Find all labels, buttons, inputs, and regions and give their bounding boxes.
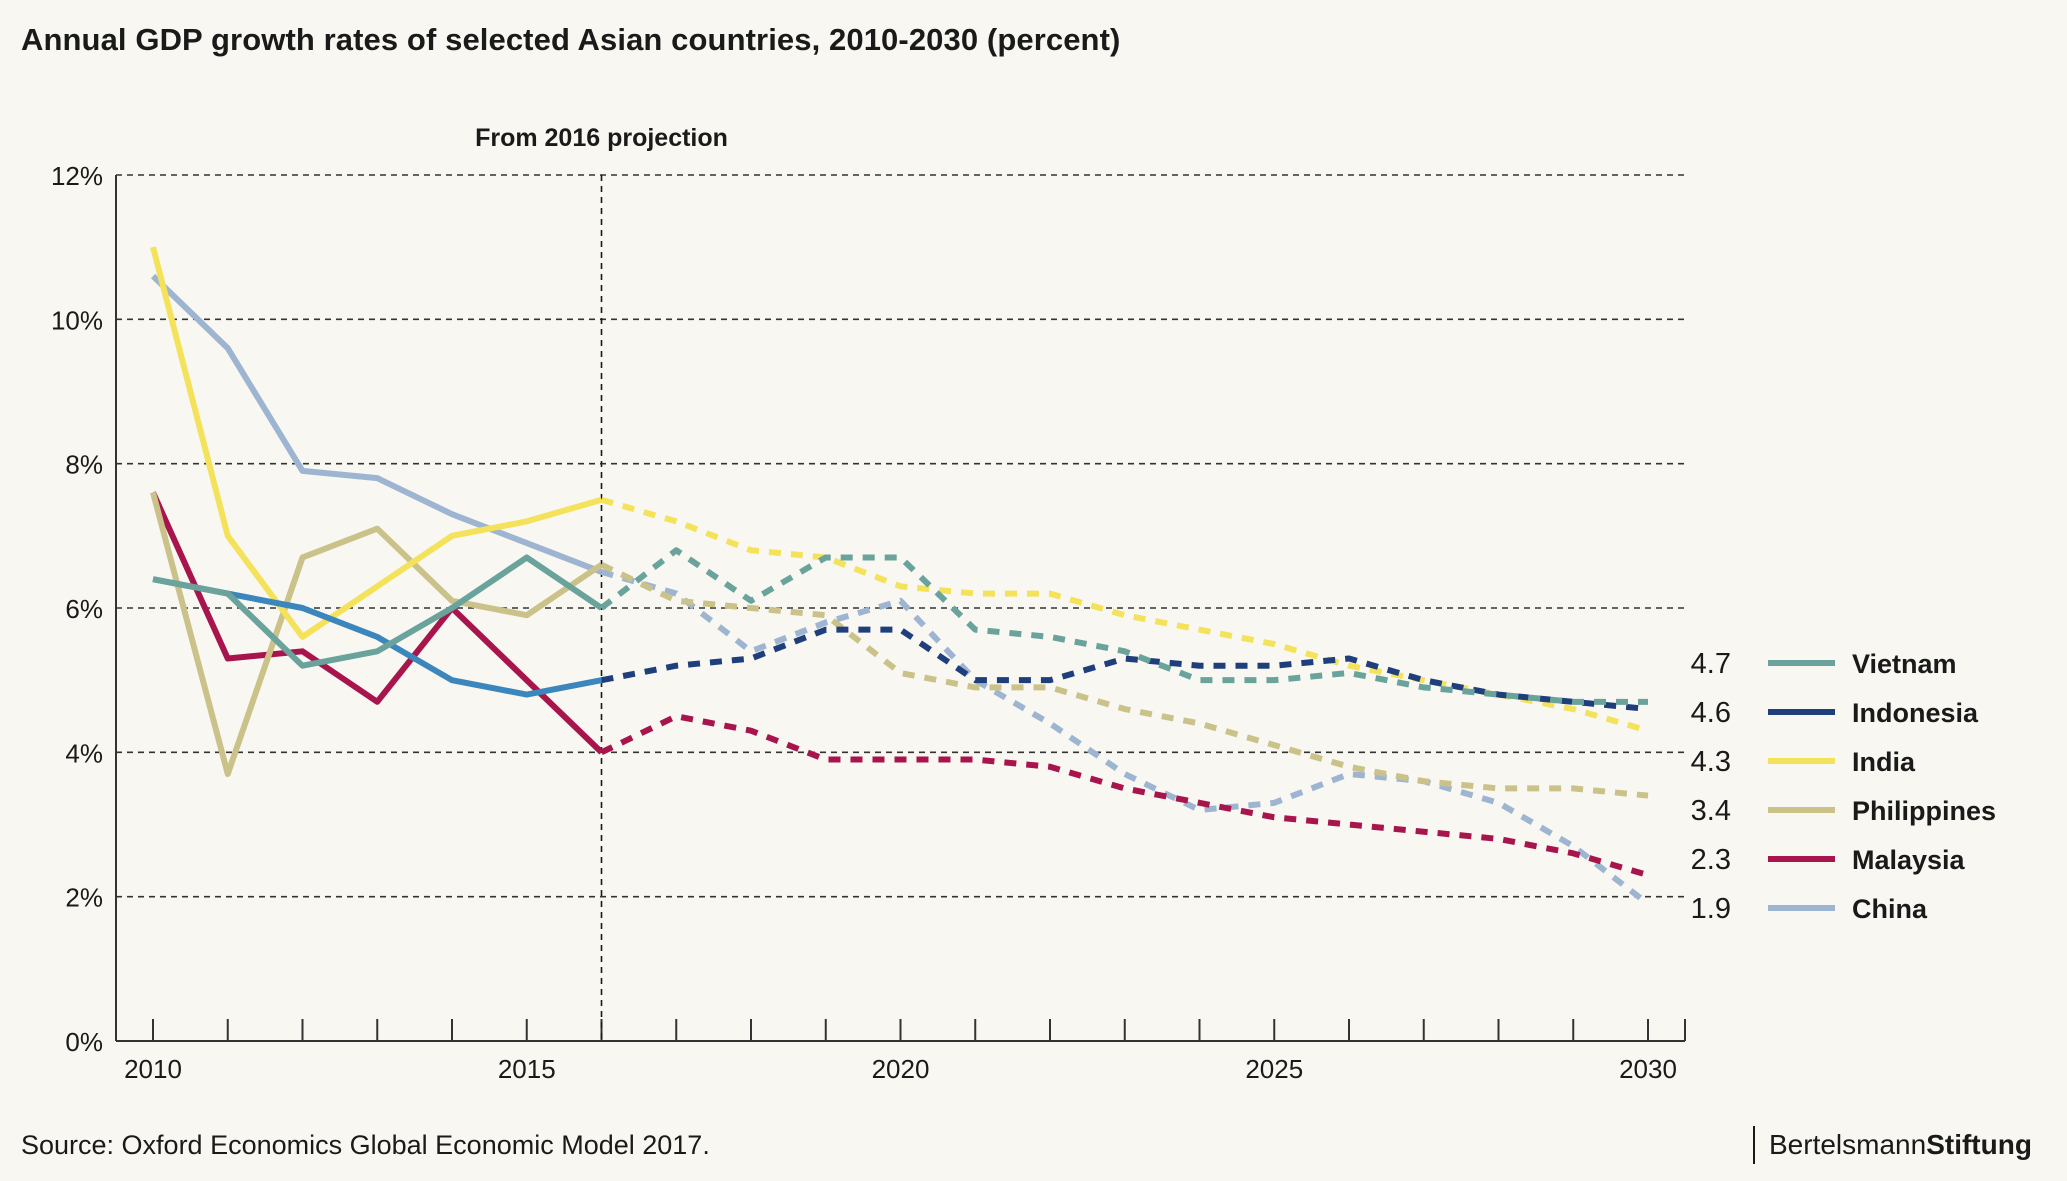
series-line-india-historical xyxy=(150,246,603,640)
y-tick-label: 4% xyxy=(65,738,103,768)
legend-label-china: China xyxy=(1852,894,1928,924)
series-line-china-projection xyxy=(600,569,1650,907)
series-line-china-historical xyxy=(150,273,603,575)
series-line-philippines-projection xyxy=(600,561,1649,799)
y-tick-label: 0% xyxy=(65,1027,103,1057)
axes: 0% 2% 4% 6% 8% 10% 12% 2010 2015 2020 2025 2030 From… xyxy=(51,124,1686,1084)
end-value-label: 4.3 xyxy=(1691,746,1731,778)
x-tick-label: 2025 xyxy=(1245,1054,1303,1084)
legend-label-malaysia: Malaysia xyxy=(1852,845,1966,875)
legend: 4.7 Vietnam 4.6 Indonesia 4.3 India 3.4 Philipp… xyxy=(1691,648,1996,925)
legend-label-vietnam: Vietnam xyxy=(1852,649,1957,679)
series-line-vietnam-historical xyxy=(152,554,604,669)
series-lines xyxy=(150,246,1650,907)
y-tick-label: 2% xyxy=(65,883,103,913)
end-value-label: 4.7 xyxy=(1691,648,1731,680)
chart-title: Annual GDP growth rates of selected Asia… xyxy=(21,22,1121,57)
y-tick-label: 8% xyxy=(65,450,103,480)
end-value-label: 3.4 xyxy=(1691,795,1731,827)
legend-label-philippines: Philippines xyxy=(1852,796,1996,826)
brand-logo: BertelsmannStiftung xyxy=(1753,1126,2032,1164)
end-value-label: 1.9 xyxy=(1691,893,1731,925)
series-line-malaysia-projection xyxy=(600,713,1649,878)
y-tick-label: 12% xyxy=(51,161,103,191)
end-value-label: 4.6 xyxy=(1691,697,1731,729)
series-line-indonesia-projection xyxy=(600,626,1649,713)
series-line-vietnam-projection xyxy=(599,547,1648,705)
y-tick-label: 10% xyxy=(51,305,103,335)
x-tick-label: 2020 xyxy=(872,1054,930,1084)
end-value-label: 2.3 xyxy=(1691,844,1731,876)
brand-part-2: Stiftung xyxy=(1926,1129,2032,1160)
brand-part-1: Bertelsmann xyxy=(1769,1129,1927,1160)
y-tick-label: 6% xyxy=(65,594,103,624)
series-line-malaysia-historical xyxy=(150,491,604,755)
grid-lines xyxy=(116,174,1685,898)
x-tick-label: 2010 xyxy=(124,1054,182,1084)
source-note: Source: Oxford Economics Global Economic… xyxy=(21,1130,710,1160)
series-line-india-projection xyxy=(600,496,1649,734)
x-tick-label: 2015 xyxy=(498,1054,556,1084)
series-line-philippines-historical xyxy=(150,491,604,777)
legend-label-india: India xyxy=(1852,747,1916,777)
x-tick-label: 2030 xyxy=(1619,1054,1677,1084)
projection-annotation: From 2016 projection xyxy=(475,124,728,152)
legend-label-indonesia: Indonesia xyxy=(1852,698,1979,728)
